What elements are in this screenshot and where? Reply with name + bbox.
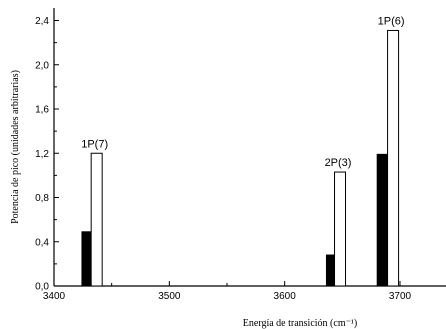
y-tick-label: 0,0 bbox=[35, 282, 49, 293]
y-axis-title: Potencia de pico (unidades arbitrarias) bbox=[10, 70, 21, 224]
x-tick-label: 3700 bbox=[389, 291, 412, 302]
bar-open bbox=[90, 152, 103, 287]
bar-open bbox=[387, 29, 400, 287]
y-tick-label: 1,2 bbox=[35, 149, 49, 160]
bar-labels: 1P(7) 2P(3) 1P(6) bbox=[81, 15, 404, 169]
y-tick-label: 0,8 bbox=[35, 193, 49, 204]
bar-solid bbox=[376, 153, 389, 287]
x-tick-label: 3400 bbox=[43, 291, 66, 302]
y-tick-label: 2,0 bbox=[35, 60, 49, 71]
y-tick-label: 1,6 bbox=[35, 105, 49, 116]
bar-group-label: 2P(3) bbox=[325, 157, 352, 169]
x-tick-label: 3500 bbox=[158, 291, 181, 302]
x-axis-title: Energía de transición (cm⁻¹) bbox=[243, 318, 357, 329]
y-tick-label: 0,4 bbox=[35, 237, 49, 248]
bar-group-label: 1P(7) bbox=[81, 138, 108, 150]
y-tick-label: 2,4 bbox=[35, 16, 49, 27]
x-tick-label: 3600 bbox=[274, 291, 297, 302]
bar-open bbox=[334, 171, 347, 287]
bars bbox=[81, 29, 400, 287]
y-ticks: 0,0 0,4 0,8 1,2 1,6 2,0 2,4 bbox=[35, 16, 59, 293]
bar-group-label: 1P(6) bbox=[378, 15, 405, 27]
